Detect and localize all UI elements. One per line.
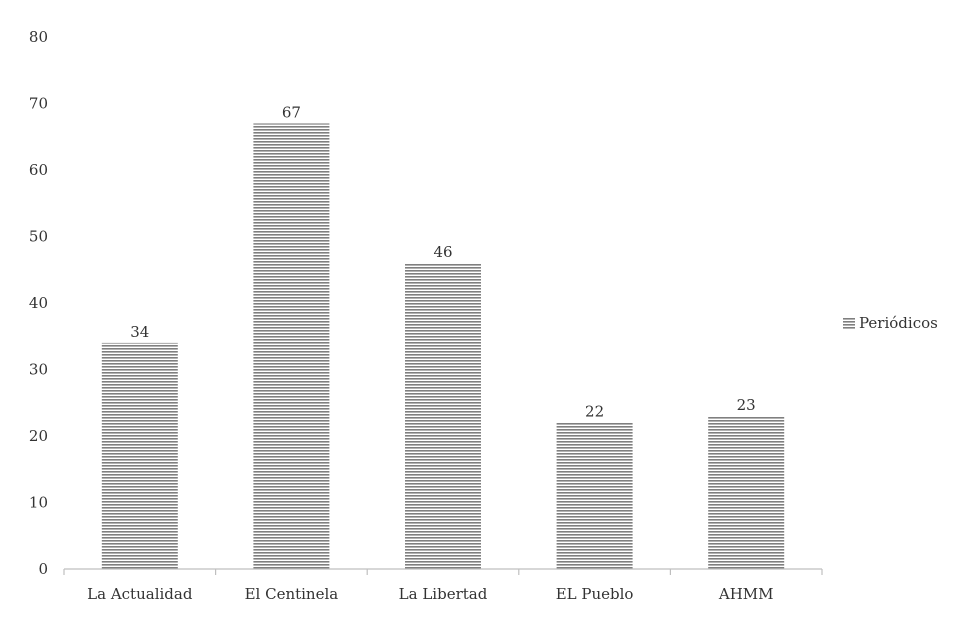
bar [405, 263, 481, 569]
legend: Periódicos [843, 314, 938, 332]
y-tick-label: 10 [29, 494, 48, 512]
y-tick-label: 30 [29, 361, 48, 379]
bars: 34 67 46 22 23 [101, 103, 785, 569]
y-tick-label: 60 [29, 161, 48, 179]
data-label: 22 [585, 403, 604, 421]
data-label: 34 [130, 323, 149, 341]
x-tick-label: EL Pueblo [556, 585, 634, 603]
y-tick-label: 0 [38, 560, 48, 578]
y-axis-ticks: 0 10 20 30 40 50 60 70 80 [29, 28, 48, 578]
legend-label: Periódicos [859, 314, 938, 332]
data-label: 67 [282, 103, 301, 121]
data-label: 23 [737, 396, 756, 414]
x-axis: La Actualidad El Centinela La Libertad EL P… [63, 568, 823, 603]
x-tick-label: La Libertad [399, 585, 488, 603]
bar [556, 422, 633, 569]
legend-swatch [843, 317, 855, 329]
bar [708, 416, 785, 569]
bar [253, 123, 330, 569]
bar [101, 342, 178, 569]
y-tick-label: 70 [29, 95, 48, 113]
y-tick-label: 20 [29, 427, 48, 445]
x-tick-label: La Actualidad [87, 585, 193, 603]
data-label: 46 [433, 243, 452, 261]
x-tick-label: AHMM [718, 585, 774, 603]
x-tick-label: El Centinela [245, 585, 339, 603]
y-tick-label: 80 [29, 28, 48, 46]
y-tick-label: 50 [29, 228, 48, 246]
y-tick-label: 40 [29, 294, 48, 312]
